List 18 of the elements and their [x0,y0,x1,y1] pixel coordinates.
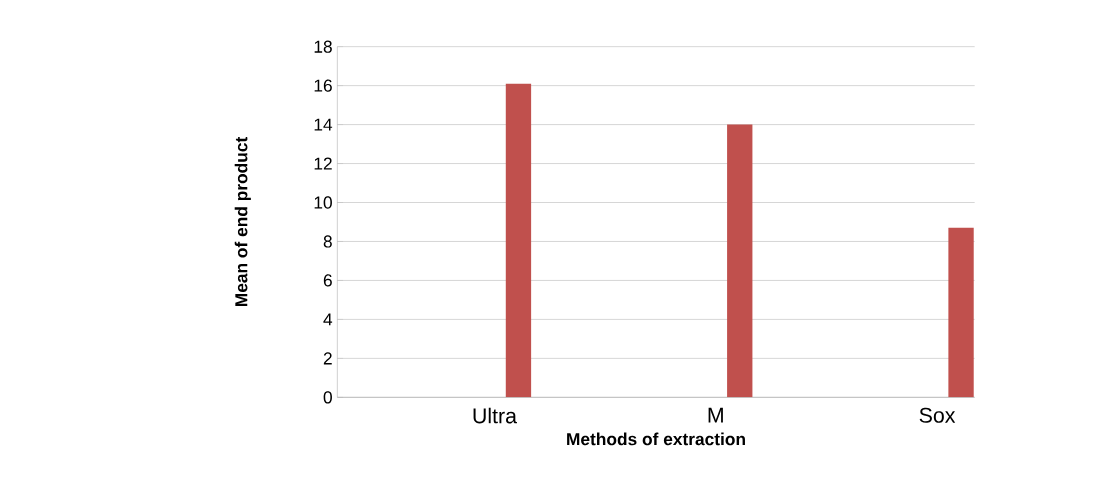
bar [505,83,532,398]
y-tick-label: 2 [323,352,332,365]
y-tick-label: 8 [323,235,332,248]
y-tick-label: 4 [323,313,333,326]
y-tick-label: 16 [314,79,332,92]
x-tick-label: Ultra [473,407,517,424]
y-tick-label: 0 [323,391,332,404]
bar [727,124,753,398]
x-tick-label: M [708,407,723,423]
y-axis-title: Mean of end product [234,136,251,306]
y-tick-label: 10 [314,196,332,209]
y-tick-label: 14 [314,118,333,131]
x-tick-label: Sox [919,407,956,423]
y-tick-label: 18 [314,40,332,53]
bar [948,227,974,398]
x-axis-title: Methods of extraction [567,432,745,446]
y-tick-label: 12 [314,157,332,170]
y-tick-label: 6 [323,274,332,287]
